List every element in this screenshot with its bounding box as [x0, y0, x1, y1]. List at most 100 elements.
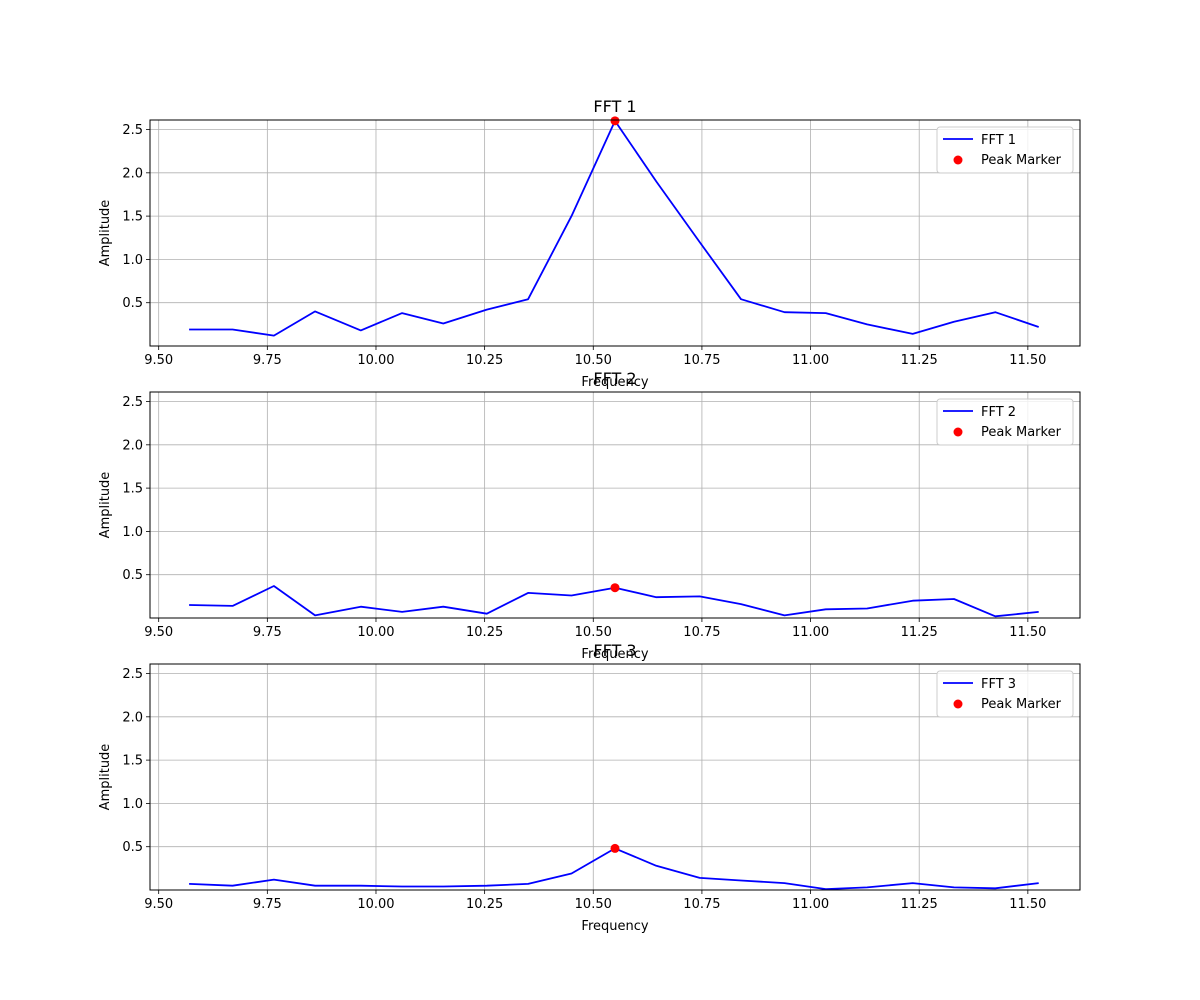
y-tick-label: 2.5	[122, 123, 143, 138]
x-tick-label: 10.25	[466, 897, 503, 912]
data-point	[484, 611, 489, 616]
data-point	[187, 881, 192, 886]
data-point	[526, 297, 531, 302]
data-point	[569, 593, 574, 598]
x-tick-label: 10.00	[357, 625, 394, 640]
x-tick-label: 9.50	[144, 625, 173, 640]
data-point	[358, 604, 363, 609]
x-tick-label: 9.75	[253, 897, 282, 912]
data-point	[1036, 324, 1041, 329]
y-tick-label: 0.5	[122, 568, 143, 583]
data-point	[782, 881, 787, 886]
y-tick-label: 2.0	[122, 166, 143, 181]
x-tick-label: 11.00	[792, 897, 829, 912]
data-point	[271, 583, 276, 588]
x-tick-label: 9.75	[253, 625, 282, 640]
subplot-1: 9.50 9.75 10.00 10.25 10.50 10.75 11.00 11.25 11…	[98, 97, 1081, 390]
data-point	[484, 307, 489, 312]
legend-marker-swatch	[953, 155, 963, 165]
data-point	[187, 603, 192, 608]
data-point	[313, 613, 318, 618]
data-point	[569, 871, 574, 876]
data-point	[654, 179, 659, 184]
legend-label-series: FFT 3	[981, 677, 1016, 692]
data-point	[526, 881, 531, 886]
data-point	[739, 602, 744, 607]
x-tick-label: 10.00	[357, 353, 394, 368]
x-tick-label: 11.25	[901, 625, 938, 640]
series-line-fft-1	[189, 120, 1039, 337]
data-point	[865, 322, 870, 327]
data-point	[230, 327, 235, 332]
peak-marker	[610, 116, 620, 126]
legend: FFT 1 Peak Marker	[936, 126, 1074, 174]
axes-frame	[149, 391, 1081, 619]
y-axis-label: Amplitude	[98, 472, 113, 539]
x-tick-label: 10.75	[683, 625, 720, 640]
data-point	[400, 311, 405, 316]
y-tick-label: 2.0	[122, 438, 143, 453]
y-tick-label: 2.0	[122, 710, 143, 725]
data-point	[187, 327, 192, 332]
data-point	[865, 885, 870, 890]
data-point	[313, 309, 318, 314]
x-tick-label: 10.75	[683, 353, 720, 368]
peak-marker	[610, 843, 620, 853]
x-tick-label: 11.00	[792, 625, 829, 640]
data-point	[910, 598, 915, 603]
data-point	[526, 590, 531, 595]
data-point	[1036, 609, 1041, 614]
data-point	[313, 883, 318, 888]
y-axis-label: Amplitude	[98, 744, 113, 811]
data-point	[951, 319, 956, 324]
x-axis-label: Frequency	[581, 919, 648, 934]
x-tick-label: 9.50	[144, 897, 173, 912]
data-point	[484, 883, 489, 888]
y-tick-label: 2.5	[122, 395, 143, 410]
data-point	[654, 595, 659, 600]
axes-frame	[149, 119, 1081, 347]
x-tick-label: 9.75	[253, 353, 282, 368]
data-point	[951, 885, 956, 890]
data-point	[782, 613, 787, 618]
x-tick-label: 10.50	[575, 353, 612, 368]
data-point	[865, 606, 870, 611]
data-point	[569, 214, 574, 219]
data-point	[1036, 881, 1041, 886]
y-tick-label: 1.0	[122, 253, 143, 268]
data-point	[441, 884, 446, 889]
data-point	[823, 887, 828, 892]
y-tick-label: 0.5	[122, 840, 143, 855]
legend-label-series: FFT 1	[981, 133, 1016, 148]
legend-label-marker: Peak Marker	[981, 425, 1062, 440]
axes-frame	[149, 663, 1081, 891]
x-axis-label: Frequency	[581, 375, 648, 390]
x-tick-label: 10.00	[357, 897, 394, 912]
y-axis-label: Amplitude	[98, 200, 113, 267]
data-point	[739, 878, 744, 883]
data-point	[993, 310, 998, 315]
data-point	[951, 596, 956, 601]
legend: FFT 3 Peak Marker	[936, 670, 1074, 718]
data-point	[230, 883, 235, 888]
x-tick-label: 10.25	[466, 353, 503, 368]
data-point	[230, 603, 235, 608]
x-tick-label: 11.50	[1009, 353, 1046, 368]
x-tick-label: 10.50	[575, 625, 612, 640]
legend-label-marker: Peak Marker	[981, 153, 1062, 168]
y-tick-label: 2.5	[122, 667, 143, 682]
legend-label-series: FFT 2	[981, 405, 1016, 420]
y-tick-label: 1.0	[122, 525, 143, 540]
x-tick-label: 10.75	[683, 897, 720, 912]
data-point	[441, 321, 446, 326]
x-tick-label: 10.25	[466, 625, 503, 640]
data-point	[910, 881, 915, 886]
legend-marker-swatch	[953, 699, 963, 709]
x-tick-label: 10.50	[575, 897, 612, 912]
chart-title: FFT 3	[593, 641, 636, 660]
chart-title: FFT 2	[593, 369, 636, 388]
x-tick-label: 11.50	[1009, 897, 1046, 912]
data-point	[400, 884, 405, 889]
y-tick-label: 1.5	[122, 754, 143, 769]
